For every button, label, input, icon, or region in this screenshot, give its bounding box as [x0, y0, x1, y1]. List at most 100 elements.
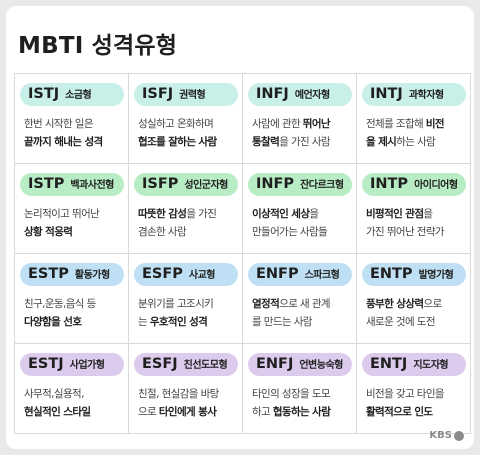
description-line: 하고 협동하는 사람 — [252, 403, 352, 421]
type-nickname: 발명가형 — [418, 270, 454, 281]
description-text: 한번 시작한 일은 — [24, 118, 94, 130]
description-text: 만들어가는 사람들 — [252, 226, 328, 238]
description-text: 사무적,실용적, — [24, 388, 84, 400]
type-badge: ENFP 스파크형 — [248, 263, 352, 286]
type-badge: ESTJ 사업가형 — [20, 353, 124, 376]
description-text: 친절, 현실감을 바탕 — [138, 388, 219, 400]
type-badge: ESFJ 친선도모형 — [134, 353, 238, 376]
highlight-text: 뛰어난 — [302, 118, 331, 130]
description-line: 통찰력을 가진 사람 — [252, 133, 352, 151]
type-code: ENTP — [370, 266, 413, 282]
logo-text: KBS — [429, 430, 452, 441]
description-text: 으로 — [138, 406, 159, 418]
highlight-text: 열정적 — [252, 298, 280, 310]
type-code: ISTP — [28, 176, 65, 192]
highlight-text: 우호적인 성격 — [149, 316, 208, 328]
type-nickname: 사교형 — [188, 270, 216, 281]
description-text: 분위기를 고조시키 — [138, 298, 214, 310]
description-line: 한번 시작한 일은 — [24, 115, 124, 133]
type-cell-intp: INTP 아이디어형 비평적인 관점을 가진 뛰어난 전략가 — [357, 164, 471, 254]
description-line: 따뜻한 감성을 가진 — [138, 205, 238, 223]
description-line: 가진 뛰어난 전략가 — [366, 223, 466, 241]
description-line: 으로 타인에게 봉사 — [138, 403, 238, 421]
type-badge: ESTP 활동가형 — [20, 263, 124, 286]
highlight-text: 을 제시 — [366, 136, 397, 148]
type-badge: ISFJ 권력형 — [134, 83, 238, 106]
type-nickname: 과학자형 — [408, 90, 444, 101]
type-code: INFJ — [256, 86, 289, 102]
highlight-text: 다양함을 선호 — [24, 316, 82, 328]
type-code: ISFJ — [142, 86, 174, 102]
type-description: 타인의 성장을 도모 하고 협동하는 사람 — [248, 385, 352, 421]
type-description: 비전을 갖고 타인을 활력적으로 인도 — [362, 385, 466, 421]
description-text: 성실하고 온화하며 — [138, 118, 214, 130]
description-text: 새로운 것에 도전 — [366, 316, 436, 328]
type-nickname: 소금형 — [65, 90, 92, 101]
type-badge: ENFJ 언변능숙형 — [248, 353, 352, 376]
type-description: 논리적이고 뛰어난 상황 적응력 — [20, 205, 124, 241]
highlight-text: 타인에게 봉사 — [158, 406, 217, 418]
type-code: ESFP — [142, 266, 183, 282]
type-nickname: 잔다르크형 — [300, 180, 344, 191]
type-nickname: 스파크형 — [304, 270, 340, 281]
description-text: 가진 뛰어난 전략가 — [366, 226, 445, 238]
kbs-logo: KBS — [429, 430, 464, 441]
description-text: 사람에 관한 — [252, 118, 303, 130]
page-title: MBTI 성격유형 — [18, 33, 178, 59]
type-description: 전체를 조합해 비전 을 제시하는 사람 — [362, 115, 466, 151]
highlight-text: 협조를 잘하는 사람 — [138, 136, 217, 148]
description-line: 전체를 조합해 비전 — [366, 115, 466, 133]
description-line: 이상적인 세상을 — [252, 205, 352, 223]
description-line: 끝까지 해내는 성격 — [24, 133, 124, 151]
highlight-text: 현실적인 스타일 — [24, 406, 91, 418]
type-nickname: 아이디어형 — [414, 180, 458, 191]
description-text: 전체를 조합해 — [366, 118, 426, 130]
type-nickname: 활동가형 — [74, 270, 110, 281]
type-badge: ENTJ 지도자형 — [362, 353, 466, 376]
type-code: ISFP — [142, 176, 179, 192]
type-badge: ISFP 성인군자형 — [134, 173, 238, 196]
description-text: 으로 — [423, 298, 442, 310]
type-nickname: 백과사전형 — [70, 180, 114, 191]
description-line: 협조를 잘하는 사람 — [138, 133, 238, 151]
description-line: 분위기를 고조시키 — [138, 295, 238, 313]
type-code: ISTJ — [28, 86, 60, 102]
type-badge: ENTP 발명가형 — [362, 263, 466, 286]
description-line: 열정적으로 새 관계 — [252, 295, 352, 313]
description-line: 비평적인 관점을 — [366, 205, 466, 223]
highlight-text: 따뜻한 감성 — [138, 208, 187, 220]
description-line: 친구,운동,음식 등 — [24, 295, 124, 313]
type-badge: ISTP 백과사전형 — [20, 173, 124, 196]
description-line: 친절, 현실감을 바탕 — [138, 385, 238, 403]
type-nickname: 언변능숙형 — [299, 360, 343, 371]
highlight-text: 협동하는 사람 — [272, 406, 331, 418]
type-code: INTJ — [370, 86, 403, 102]
type-nickname: 성인군자형 — [184, 180, 228, 191]
type-badge: ESFP 사교형 — [134, 263, 238, 286]
description-line: 을 제시하는 사람 — [366, 133, 466, 151]
type-badge: INFJ 예언자형 — [248, 83, 352, 106]
highlight-text: 끝까지 해내는 성격 — [24, 136, 103, 148]
type-nickname: 예언자형 — [294, 90, 330, 101]
description-line: 는 우호적인 성격 — [138, 313, 238, 331]
description-text: 을 — [423, 208, 433, 220]
description-line: 사무적,실용적, — [24, 385, 124, 403]
highlight-text: 풍부한 상상력 — [366, 298, 424, 310]
description-text: 논리적이고 뛰어난 — [24, 208, 100, 220]
description-text: 겸손한 사람 — [138, 226, 187, 238]
description-line: 사람에 관한 뛰어난 — [252, 115, 352, 133]
highlight-text: 통찰력 — [252, 136, 280, 148]
description-text: 를 만드는 사람 — [252, 316, 312, 328]
description-line: 논리적이고 뛰어난 — [24, 205, 124, 223]
